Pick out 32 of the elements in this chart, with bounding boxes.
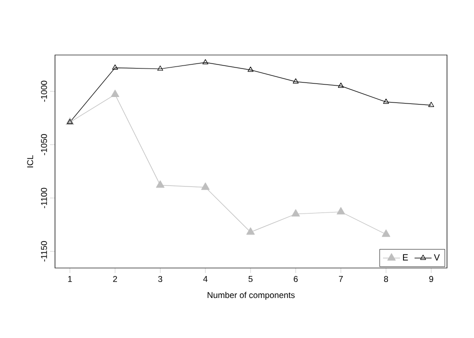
x-tick-label: 7 [338,276,343,282]
point [110,90,120,98]
point [248,66,254,72]
x-tick-label: 4 [203,276,208,282]
y-axis-title: ICL [27,155,34,168]
x-tick-label: 6 [294,276,298,282]
point [202,59,208,64]
point [201,182,210,190]
y-tick-label: -1100 [40,188,47,208]
x-tick-label: 3 [158,276,162,282]
point [383,98,389,104]
point [382,229,390,237]
x-tick-label: 1 [68,276,72,282]
point [336,207,346,214]
y-tick-label: -1000 [40,80,47,102]
point [112,64,118,70]
x-tick-label: 2 [113,276,117,282]
point [292,78,299,84]
point [157,66,164,71]
point [292,209,300,217]
legend-label: E [403,254,408,260]
y-tick-label: -1050 [40,134,47,156]
x-tick-label: 5 [248,276,253,282]
point [428,102,434,107]
x-tick-label: 8 [384,276,388,282]
x-tick-label: 9 [429,276,434,282]
point [246,227,255,235]
legend-label: V [434,254,440,260]
x-axis-title: Number of components [208,292,295,300]
point [338,82,344,88]
y-tick-label: -1150 [40,241,47,262]
point [156,180,164,188]
